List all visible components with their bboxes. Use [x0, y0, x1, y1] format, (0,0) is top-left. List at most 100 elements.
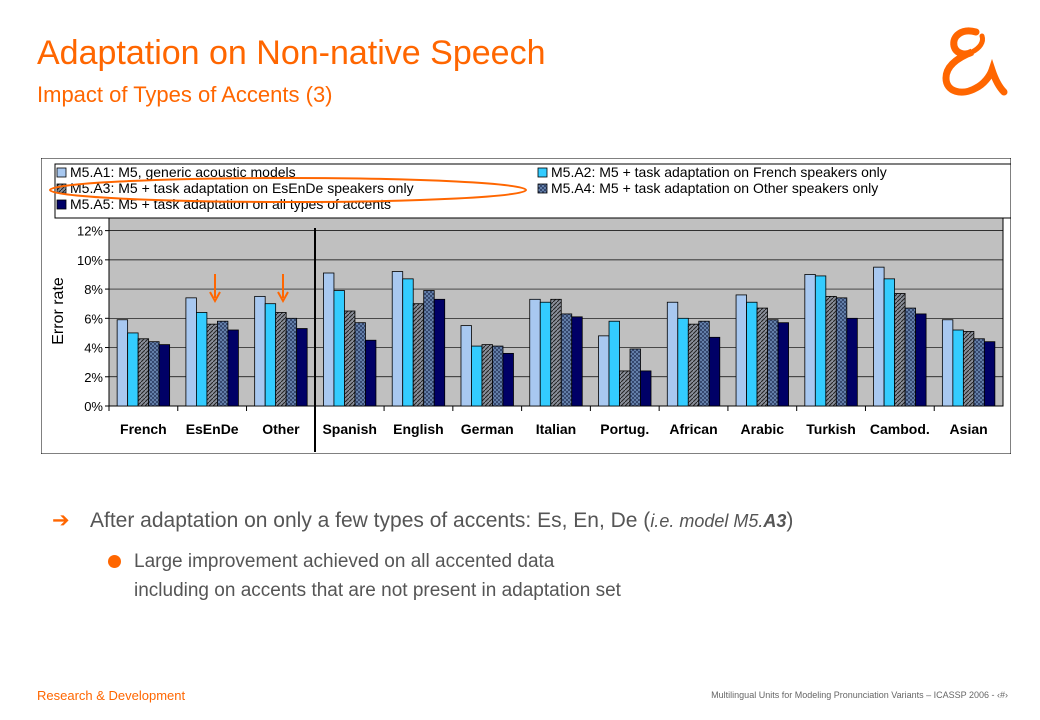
legend-swatch: [537, 183, 548, 194]
bar-arabic-1: [735, 294, 747, 407]
bar-arabic-3: [756, 307, 768, 407]
error-rate-chart: 0% 2% 4% 6% 8% 10% 12% French EsEnDe Other Spanis…: [41, 158, 1011, 454]
bar-portug-3: [619, 370, 631, 407]
bar-african-5: [708, 336, 721, 407]
bar-african-3: [687, 323, 700, 407]
bullet-sub-line2: including on accents that are not presen…: [134, 580, 621, 601]
bar-italian-1: [529, 298, 541, 407]
bar-english-4: [423, 290, 435, 407]
bullet-main-close: ): [786, 509, 794, 532]
bar-asian-5: [983, 341, 996, 407]
bar-italian-2: [539, 301, 552, 407]
bar-spanish-1: [323, 272, 335, 407]
bar-french-4: [148, 341, 160, 407]
legend-entry: M5.A4: M5 + task adaptation on Other spe…: [551, 180, 878, 196]
bar-turkish-3: [825, 295, 837, 407]
bullet-main-em: i.e. model M5.: [650, 511, 764, 531]
y-tick-label: 8%: [84, 282, 103, 297]
legend-box: [54, 163, 1011, 219]
y-tick-labels: 0% 2% 4% 6% 8% 10% 12%: [77, 224, 103, 414]
arrow-icon: [209, 274, 221, 304]
bar-other-5: [296, 328, 308, 407]
x-tick-label: Spanish: [322, 421, 376, 437]
bar-portug-5: [640, 370, 652, 407]
bar-turkish-4: [835, 297, 848, 407]
x-tick-label: Italian: [536, 421, 576, 437]
bar-turkish-2: [814, 275, 827, 407]
bar-esende-1: [185, 297, 197, 407]
legend-swatch: [537, 167, 548, 178]
bullet-main: ➔ After adaptation on only a few types of…: [52, 508, 793, 533]
y-axis-label: Error rate: [50, 277, 67, 345]
bar-italian-4: [560, 313, 573, 407]
bar-french-1: [116, 319, 129, 407]
footer-department: Research & Development: [37, 688, 186, 703]
bar-other-1: [254, 295, 266, 407]
bar-portug-1: [598, 335, 610, 407]
bullet-main-text: After adaptation on only a few types of …: [90, 509, 651, 532]
bar-german-2: [471, 345, 483, 407]
slide-title: Adaptation on Non-native Speech: [37, 34, 546, 72]
bar-english-1: [391, 271, 404, 407]
x-tick-label: Other: [262, 421, 300, 437]
bar-french-2: [127, 332, 139, 407]
x-tick-label: African: [669, 421, 717, 437]
bullet-sub: Large improvement achieved on all accent…: [108, 547, 621, 605]
bar-french-3: [137, 338, 150, 407]
bar-cambod-4: [904, 307, 916, 407]
bar-cambod-5: [915, 313, 927, 407]
bar-english-5: [433, 298, 446, 407]
legend-swatch: [56, 199, 67, 210]
bar-african-2: [677, 317, 689, 407]
bar-arabic-5: [777, 322, 789, 407]
y-tick-label: 10%: [77, 253, 103, 268]
bullet-main-em-bold: A3: [763, 511, 787, 531]
highlight-ellipse: [49, 177, 527, 203]
slide-subtitle: Impact of Types of Accents (3): [37, 82, 333, 107]
legend: M5.A1: M5, generic acoustic models M5.A2:…: [56, 164, 887, 212]
bullet-dot-icon: [108, 555, 121, 568]
bar-arabic-4: [767, 319, 779, 407]
bar-asian-3: [962, 331, 975, 407]
bar-cambod-2: [883, 278, 895, 407]
bar-other-4: [285, 317, 298, 407]
x-tick-label: English: [393, 421, 444, 437]
bullet-sub-line1: Large improvement achieved on all accent…: [134, 551, 555, 572]
bars: [116, 266, 996, 407]
x-tick-label: Asian: [950, 421, 988, 437]
legend-entry: M5.A3: M5 + task adaptation on EsEnDe sp…: [70, 180, 414, 196]
arrow-icon: [277, 274, 289, 304]
bar-italian-3: [550, 298, 562, 407]
bar-spanish-3: [344, 310, 356, 407]
bar-african-1: [666, 301, 679, 407]
x-tick-labels: French EsEnDe Other Spanish English German Ita…: [120, 421, 988, 437]
y-tick-label: 6%: [84, 311, 103, 326]
y-tick-label: 2%: [84, 370, 103, 385]
bar-asian-4: [973, 338, 985, 407]
bar-esende-5: [227, 329, 239, 407]
bar-german-4: [492, 345, 504, 407]
arrow-bullet-icon: ➔: [52, 509, 70, 532]
bar-german-1: [460, 325, 472, 407]
y-tick-label: 4%: [84, 341, 103, 356]
bar-english-3: [412, 303, 425, 407]
bar-german-3: [481, 344, 493, 407]
bar-esende-2: [196, 312, 208, 407]
bar-spanish-2: [333, 290, 345, 407]
y-tick-label: 0%: [84, 399, 103, 414]
bar-asian-2: [952, 329, 964, 407]
bar-cambod-3: [894, 293, 906, 407]
bar-esende-3: [206, 323, 218, 407]
bar-cambod-1: [873, 266, 885, 407]
x-tick-label: French: [120, 421, 167, 437]
x-tick-label: Portug.: [600, 421, 649, 437]
bar-asian-1: [941, 319, 954, 407]
bar-french-5: [158, 344, 171, 407]
bar-turkish-5: [846, 317, 858, 407]
legend-swatch: [56, 167, 67, 178]
y-tick-label: 12%: [77, 224, 103, 239]
bar-portug-2: [608, 320, 620, 407]
bar-other-3: [275, 312, 287, 407]
footer-citation: Multilingual Units for Modeling Pronunci…: [711, 690, 1008, 700]
x-tick-label: EsEnDe: [186, 421, 239, 437]
